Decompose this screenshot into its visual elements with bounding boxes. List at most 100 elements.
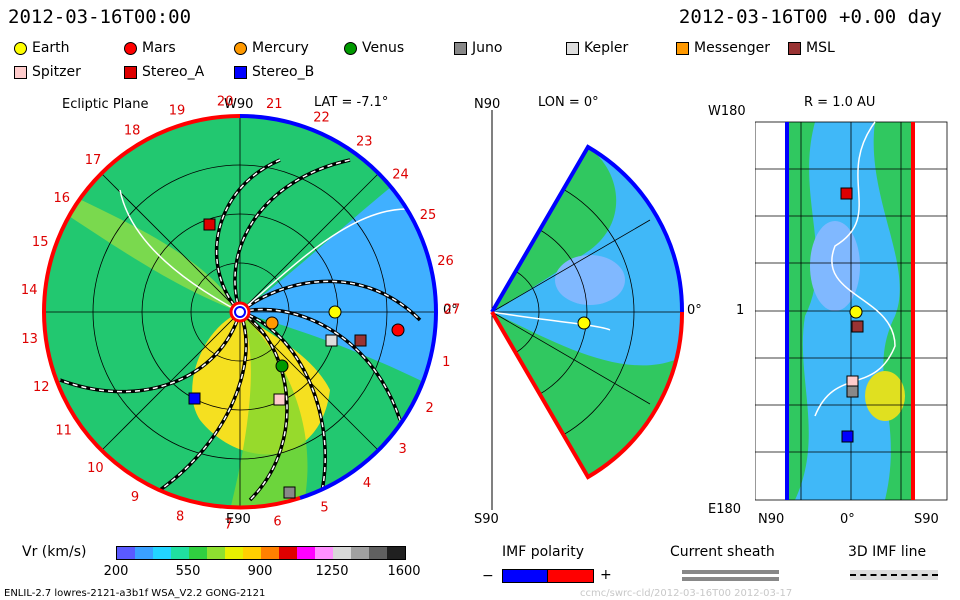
mercury-marker: [265, 316, 279, 330]
radial-blue-patch: [810, 221, 860, 311]
legend-swatch: [124, 41, 137, 55]
current-sheath-swatch-bottom: [682, 577, 779, 581]
colorbar-segment: [369, 547, 387, 559]
imf-polarity-plus: +: [600, 567, 612, 583]
imf-polarity-minus: −: [482, 568, 494, 584]
colorbar-tick-label: 1600: [387, 564, 421, 579]
sector-label-11: 11: [55, 424, 72, 439]
sector-label-24: 24: [392, 168, 409, 183]
meridional-green-north: [492, 147, 617, 312]
legend-label: MSL: [806, 40, 835, 56]
sector-label-7: 7: [224, 518, 232, 530]
colorbar-segment: [297, 547, 315, 559]
meridional-s90-label: S90: [474, 512, 499, 527]
legend-item-spitzer: Spitzer: [14, 64, 81, 80]
model-info: ENLIL-2.7 lowres-2121-a3b1f WSA_V2.2 GON…: [4, 588, 266, 599]
colorbar-segment: [243, 547, 261, 559]
colorbar-title: Vr (km/s): [22, 544, 87, 560]
radial-green-right: [873, 122, 915, 500]
radial-spitzer-marker: [846, 375, 859, 388]
sun-core: [234, 306, 246, 318]
polarity-ring-positive: [41, 114, 301, 510]
sector-label-13: 13: [21, 332, 38, 347]
velocity-colorbar: [116, 546, 406, 560]
sector-label-23: 23: [356, 134, 373, 149]
legend-item-stereo-a: Stereo_A: [124, 64, 204, 80]
colorbar-segment: [279, 547, 297, 559]
colorbar-segment: [189, 547, 207, 559]
meridional-green-south: [492, 312, 675, 477]
ecliptic-0deg-label: 0°: [443, 303, 458, 318]
colorbar-segment: [117, 547, 135, 559]
imf-line-title: 3D IMF line: [848, 544, 927, 560]
imf-polarity-positive-swatch: [547, 569, 594, 583]
legend-swatch: [124, 65, 137, 79]
current-sheath-swatch-top: [682, 570, 779, 574]
radial-surface-plot: [755, 121, 948, 501]
meridional-ring-south: [490, 310, 685, 480]
legend-label: Venus: [362, 40, 405, 56]
legend-item-mars: Mars: [124, 40, 176, 56]
mars-marker: [391, 323, 405, 337]
sector-label-19: 19: [169, 104, 186, 119]
sector-label-22: 22: [313, 110, 330, 125]
sector-label-15: 15: [32, 235, 49, 250]
legend-label: Kepler: [584, 40, 629, 56]
legend-item-messenger: Messenger: [676, 40, 770, 56]
radial-stereo-b-marker: [841, 430, 854, 443]
legend-swatch: [344, 41, 357, 55]
sector-label-9: 9: [131, 490, 139, 505]
current-sheath-title: Current sheath: [670, 544, 775, 560]
sector-label-14: 14: [21, 283, 38, 298]
sector-label-10: 10: [87, 461, 104, 476]
legend-item-msl: MSL: [788, 40, 835, 56]
spitzer-marker: [273, 393, 286, 406]
meridional-imf-line: [492, 311, 611, 331]
ecliptic-lat: LAT = -7.1°: [314, 95, 389, 110]
colorbar-tick-label: 550: [175, 564, 201, 579]
colorbar-tick-label: 1250: [315, 564, 349, 579]
legend-item-juno: Juno: [454, 40, 502, 56]
legend-label: Earth: [32, 40, 70, 56]
legend-swatch: [14, 41, 27, 55]
legend-label: Juno: [472, 40, 503, 56]
earth-marker: [328, 305, 342, 319]
sector-label-25: 25: [420, 208, 437, 223]
radial-title: R = 1.0 AU: [804, 95, 876, 110]
sector-label-26: 26: [437, 254, 454, 269]
imf-line-swatch: [850, 574, 938, 576]
meridional-n90-label: N90: [474, 97, 501, 112]
legend-swatch: [234, 65, 247, 79]
colorbar-segment: [387, 547, 405, 559]
venus-marker: [275, 359, 289, 373]
colorbar-segment: [135, 547, 153, 559]
meridional-grid: [492, 169, 683, 455]
sector-label-20: 20: [217, 95, 234, 110]
sector-label-27: 27: [444, 303, 461, 318]
meridional-blue-patch: [555, 255, 625, 305]
legend-label: Stereo_A: [142, 64, 205, 80]
legend-swatch: [566, 41, 579, 55]
legend-item-mercury: Mercury: [234, 40, 309, 56]
sector-label-16: 16: [54, 191, 71, 206]
sector-label-5: 5: [320, 500, 328, 515]
radial-earth-marker: [849, 305, 863, 319]
legend-swatch: [788, 41, 801, 55]
legend-label: Spitzer: [32, 64, 81, 80]
imf-polarity-negative-swatch: [502, 569, 549, 583]
sector-label-1: 1: [442, 355, 450, 370]
legend-swatch: [454, 41, 467, 55]
colorbar-segment: [315, 547, 333, 559]
radial-mid-label: 1: [736, 303, 745, 318]
ecliptic-e90-label: E90: [226, 512, 251, 527]
sim-time-label: 2012-03-16T00 +0.00 day: [678, 6, 942, 28]
legend-item-earth: Earth: [14, 40, 70, 56]
kepler-marker: [325, 334, 338, 347]
colorbar-segment: [333, 547, 351, 559]
sector-label-6: 6: [273, 515, 281, 530]
legend-label: Messenger: [694, 40, 771, 56]
sector-label-12: 12: [33, 380, 50, 395]
radial-s90-label: S90: [914, 512, 939, 527]
legend-swatch: [234, 41, 247, 55]
